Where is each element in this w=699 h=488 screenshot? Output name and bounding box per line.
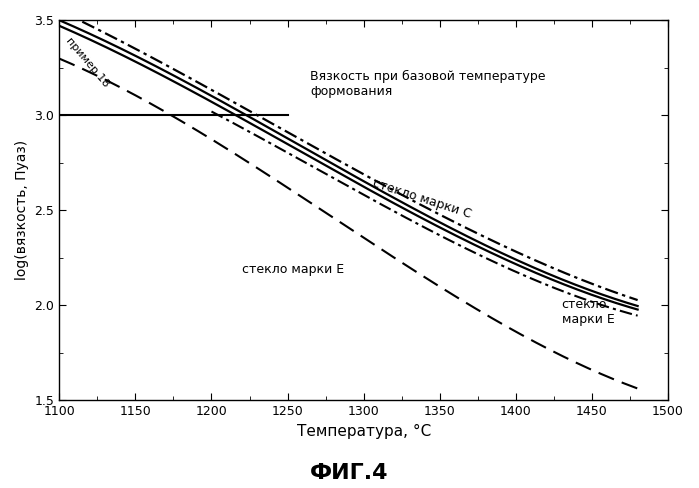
X-axis label: Температура, °C: Температура, °C: [296, 424, 431, 439]
Text: ФИГ.4: ФИГ.4: [310, 463, 389, 483]
Text: пример 18: пример 18: [64, 35, 111, 89]
Text: стекло марки Е: стекло марки Е: [242, 264, 344, 277]
Text: стекло марки С: стекло марки С: [371, 177, 473, 221]
Y-axis label: log(вязкость, Пуаз): log(вязкость, Пуаз): [15, 140, 29, 280]
Text: Вязкость при базовой температуре
формования: Вязкость при базовой температуре формова…: [310, 70, 546, 98]
Text: стекло
марки Е: стекло марки Е: [561, 298, 614, 325]
